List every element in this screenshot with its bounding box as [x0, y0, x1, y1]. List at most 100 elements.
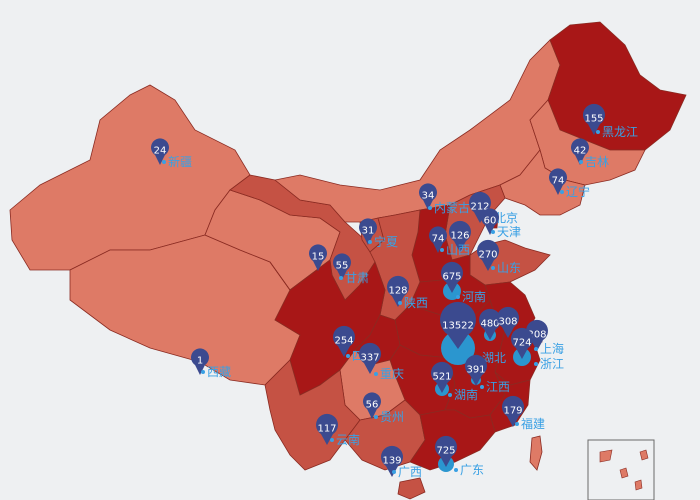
province-label-beijing: 北京: [494, 211, 518, 225]
province-label-jilin: 吉林: [585, 155, 609, 169]
label-dot-tianjin: [491, 230, 495, 234]
pin-value-xizang: 1: [197, 356, 203, 367]
pin-value-fujian: 179: [503, 406, 522, 417]
label-dot-jiangxi: [480, 385, 484, 389]
province-label-shandong: 山东: [497, 261, 521, 275]
pin-beijing[interactable]: [469, 191, 492, 223]
pin-guizhou[interactable]: [363, 392, 381, 419]
pin-guangxi[interactable]: [381, 445, 403, 477]
pin-value-jilin: 42: [574, 146, 587, 157]
province-label-neimenggu: 内蒙古: [434, 200, 470, 215]
label-dot-jilin: [579, 160, 583, 164]
pin-sichuan[interactable]: [333, 325, 356, 357]
pin-jiangsu[interactable]: [497, 306, 519, 338]
pin-shandong[interactable]: [477, 239, 500, 271]
pin-chongqing[interactable]: [359, 342, 381, 374]
marker-layer: 24新疆1西藏1555甘肃31宁夏34内蒙古155黑龙江42吉林74辽宁212北…: [151, 103, 638, 479]
label-dot-fujian: [515, 422, 519, 426]
province-label-fujian: 福建: [521, 416, 545, 431]
label-dot-gansu: [339, 276, 343, 280]
taiwan-shape: [529, 435, 543, 471]
pin-value-xinjiang: 24: [154, 146, 167, 157]
pin-neimenggu[interactable]: [419, 183, 437, 210]
province-label-hubei: 湖北: [482, 350, 506, 365]
pin-gansu[interactable]: [333, 253, 351, 280]
pin-value-shanghai: 208: [527, 330, 546, 341]
pin-jiangxi[interactable]: [465, 354, 487, 386]
label-dot-yunnan: [330, 438, 334, 442]
pin-hubei[interactable]: [440, 301, 477, 349]
pin-value-ningxia: 31: [362, 226, 375, 237]
pin-value-chongqing: 337: [360, 353, 379, 364]
label-dot-shandong: [491, 266, 495, 270]
label-dot-guizhou: [374, 415, 378, 419]
pin-tianjin[interactable]: [481, 208, 499, 235]
province-label-ningxia: 宁夏: [374, 234, 398, 249]
province-label-liaoning: 辽宁: [566, 184, 590, 199]
province-label-shanghai: 上海: [540, 341, 564, 356]
province-label-guangxi: 广西: [398, 465, 422, 479]
label-dot-xinjiang: [162, 160, 166, 164]
label-dot-henan: [456, 295, 460, 299]
province-label-henan: 河南: [462, 289, 486, 304]
province-label-tianjin: 天津: [497, 225, 521, 239]
province-label-xizang: 西藏: [207, 365, 231, 379]
label-dot-ningxia: [368, 240, 372, 244]
label-dot-chongqing: [374, 372, 378, 376]
pin-value-qinghai: 15: [312, 252, 325, 263]
province-label-shanxi: 山西: [446, 243, 470, 257]
province-hainan[interactable]: [397, 477, 426, 500]
province-label-jiangxi: 江西: [486, 380, 510, 394]
pin-xizang[interactable]: [190, 348, 209, 375]
pin-heilongjiang[interactable]: [583, 103, 606, 135]
pin-value-guangdong: 725: [436, 446, 455, 457]
pin-shanxi[interactable]: [428, 226, 447, 253]
pin-value-shanxi: 74: [432, 234, 445, 245]
pin-shanghai[interactable]: [526, 319, 548, 351]
province-label-guangdong: 广东: [460, 463, 484, 477]
label-dot-neimenggu: [428, 206, 432, 210]
pin-henan[interactable]: [441, 261, 463, 293]
pin-fujian[interactable]: [502, 395, 524, 427]
province-label-guizhou: 贵州: [380, 410, 404, 424]
pin-value-tianjin: 60: [484, 216, 497, 227]
label-dot-xizang: [201, 370, 205, 374]
province-label-shaanxi: 陕西: [404, 295, 428, 310]
province-label-xinjiang: 新疆: [168, 154, 192, 169]
pin-value-neimenggu: 34: [422, 191, 435, 202]
pin-xinjiang[interactable]: [151, 138, 170, 165]
pin-anhui[interactable]: [479, 308, 501, 340]
pin-value-zhejiang: 724: [512, 338, 531, 349]
province-label-chongqing: 重庆: [380, 367, 404, 381]
pin-value-guizhou: 56: [366, 400, 379, 411]
pin-value-sichuan: 254: [334, 336, 353, 347]
label-dot-shaanxi: [398, 301, 402, 305]
pin-guangdong[interactable]: [435, 435, 458, 467]
province-label-hunan: 湖南: [454, 387, 478, 402]
province-label-zhejiang: 浙江: [540, 357, 564, 371]
pin-hebei[interactable]: [449, 220, 471, 252]
pin-ningxia[interactable]: [359, 218, 377, 245]
pin-value-jiangxi: 391: [466, 365, 485, 376]
pin-value-heilongjiang: 155: [584, 114, 603, 125]
pin-value-beijing: 212: [470, 202, 489, 213]
pin-value-jiangsu: 308: [498, 317, 517, 328]
pin-shaanxi[interactable]: [387, 275, 410, 307]
pin-yunnan[interactable]: [316, 413, 339, 445]
pin-jilin[interactable]: [570, 138, 589, 165]
pin-value-guangxi: 139: [382, 456, 401, 467]
pin-value-hebei: 126: [450, 231, 469, 242]
label-dot-sichuan: [346, 354, 350, 358]
south-sea-inset: [587, 439, 655, 500]
pin-value-hubei: 13522: [442, 321, 474, 332]
pin-liaoning[interactable]: [549, 168, 567, 195]
label-dot-shanxi: [440, 248, 444, 252]
pin-qinghai[interactable]: [309, 244, 327, 271]
label-dot-shanghai: [534, 347, 538, 351]
pin-value-hunan: 521: [432, 372, 451, 383]
pin-hunan[interactable]: [431, 361, 454, 393]
pin-zhejiang[interactable]: [511, 327, 533, 359]
pin-value-liaoning: 74: [552, 176, 565, 187]
